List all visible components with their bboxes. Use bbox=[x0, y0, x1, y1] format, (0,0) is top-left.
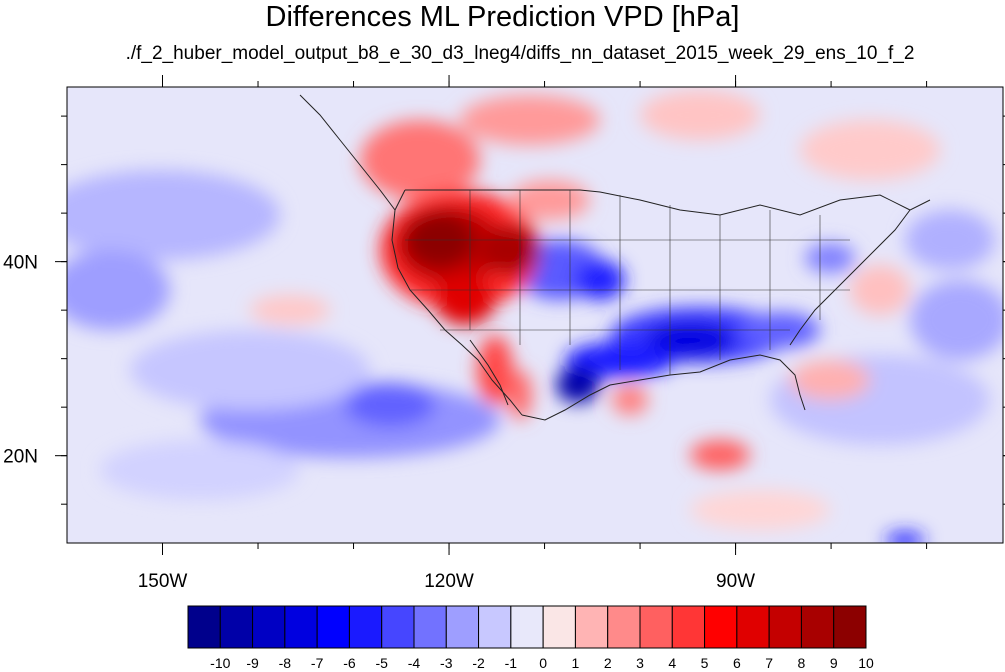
colorbar-swatch bbox=[607, 605, 641, 649]
colorbar-label: -4 bbox=[408, 655, 421, 671]
colorbar-label: -6 bbox=[343, 655, 356, 671]
colorbar-label: -2 bbox=[472, 655, 485, 671]
colorbar-label: -7 bbox=[311, 655, 324, 671]
colorbar-swatch bbox=[671, 605, 706, 649]
colorbar-swatch bbox=[381, 605, 415, 649]
state-borders bbox=[405, 190, 850, 375]
colorbar-label: 7 bbox=[765, 655, 773, 671]
anomaly-field bbox=[67, 90, 1003, 543]
colorbar: -10 -9 -8 -7 -6 -5 -4 -3 -2 -1 0 1 2 3 4 5 6 7 8 9 10 bbox=[187, 605, 874, 671]
x-tick-label: 150W bbox=[138, 571, 188, 592]
colorbar-label: 9 bbox=[830, 655, 838, 671]
y-tick-label: 20N bbox=[3, 447, 38, 468]
colorbar-swatch bbox=[348, 605, 383, 649]
colorbar-swatch bbox=[574, 605, 609, 649]
colorbar-swatch bbox=[800, 605, 835, 649]
map-title: Differences ML Prediction VPD [hPa] bbox=[265, 1, 740, 33]
colorbar-label: 4 bbox=[668, 655, 676, 671]
map-subtitle: ./f_2_huber_model_output_b8_e_30_d3_lneg… bbox=[125, 43, 915, 64]
colorbar-swatch bbox=[704, 605, 738, 649]
colorbar-label: -1 bbox=[505, 655, 518, 671]
colorbar-label: 5 bbox=[701, 655, 709, 671]
colorbar-swatch bbox=[478, 605, 512, 649]
colorbar-swatch bbox=[445, 605, 480, 649]
colorbar-swatch bbox=[542, 605, 576, 649]
colorbar-swatch bbox=[284, 605, 318, 649]
colorbar-swatch bbox=[187, 605, 221, 649]
colorbar-label: 3 bbox=[636, 655, 644, 671]
colorbar-swatch bbox=[768, 605, 802, 649]
colorbar-label: -3 bbox=[440, 655, 453, 671]
colorbar-swatch bbox=[736, 605, 770, 649]
colorbar-label: 6 bbox=[733, 655, 741, 671]
colorbar-swatch bbox=[252, 605, 286, 649]
colorbar-swatch bbox=[413, 605, 447, 649]
map-plot-area bbox=[67, 87, 1003, 543]
colorbar-label: 8 bbox=[798, 655, 806, 671]
colorbar-label: 2 bbox=[604, 655, 612, 671]
y-axis: 40N 20N bbox=[3, 115, 1005, 505]
colorbar-label: -8 bbox=[279, 655, 292, 671]
map-frame bbox=[66, 86, 1004, 544]
colorbar-label: 1 bbox=[572, 655, 580, 671]
colorbar-label: 0 bbox=[539, 655, 547, 671]
colorbar-label: -10 bbox=[210, 655, 230, 671]
colorbar-swatch bbox=[219, 605, 254, 649]
colorbar-swatch bbox=[510, 605, 544, 649]
y-tick-label: 40N bbox=[3, 253, 38, 274]
colorbar-swatch bbox=[639, 605, 673, 649]
colorbar-swatch bbox=[316, 605, 350, 649]
colorbar-label: 10 bbox=[858, 655, 874, 671]
colorbar-label: -9 bbox=[246, 655, 259, 671]
colorbar-label: -5 bbox=[375, 655, 388, 671]
x-axis: 150W 120W 90W bbox=[138, 75, 928, 592]
colorbar-swatch bbox=[833, 605, 867, 649]
x-tick-label: 90W bbox=[716, 571, 755, 592]
x-tick-label: 120W bbox=[424, 571, 474, 592]
